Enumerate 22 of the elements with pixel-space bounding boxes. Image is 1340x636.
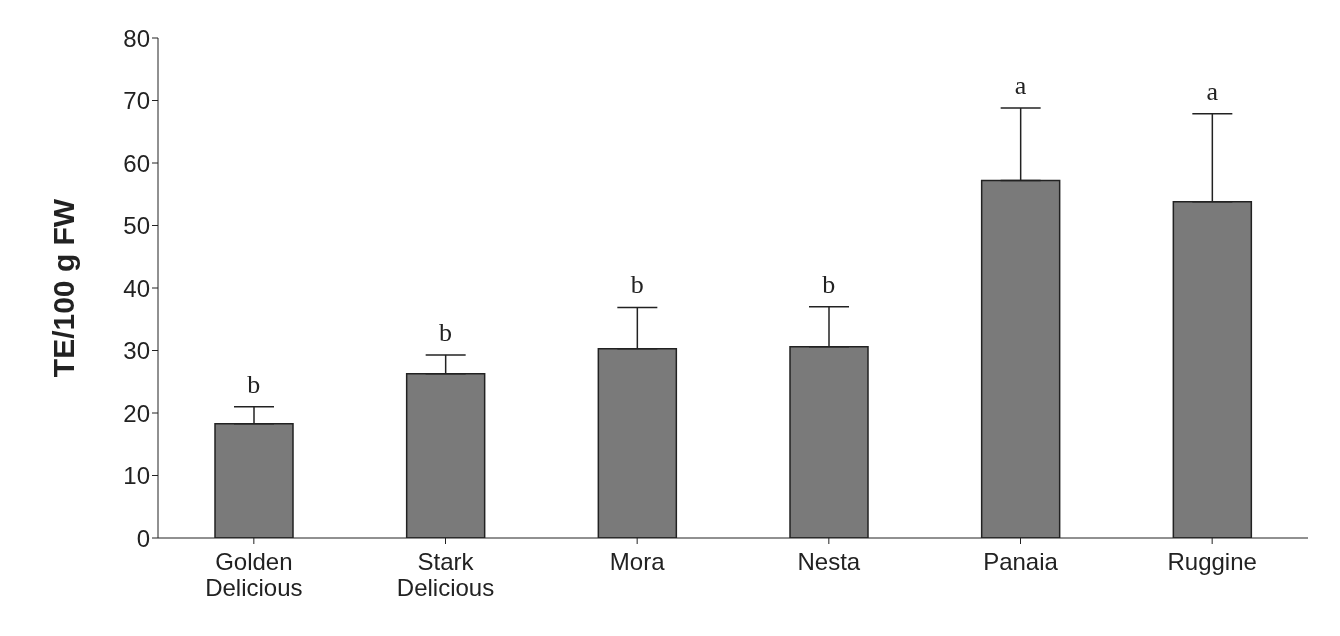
y-axis-title: TE/100 g FW [46,198,80,378]
x-tick-label: Mora [609,548,666,575]
y-tick-label: 20 [123,399,150,427]
y-tick-label: 40 [123,274,150,302]
y-tick-label: 10 [123,462,150,490]
annotation: a [1206,76,1219,106]
x-tick-label: Panaia [983,548,1059,575]
annotation: b [247,369,261,399]
y-tick-label: 50 [123,212,150,240]
y-tick-label: 80 [123,24,150,52]
x-tick-label: Stark Delicious [396,548,495,601]
x-tick-label: Nesta [797,548,861,575]
annotation: a [1014,71,1027,100]
y-tick-label: 60 [123,149,150,177]
x-tick-label: Golden Delicious [205,548,303,601]
y-tick-label: 70 [123,87,150,115]
y-tick-label: 0 [136,524,150,552]
annotation: b [630,270,644,300]
annotation: b [439,317,452,347]
y-tick-label: 30 [123,337,150,365]
x-tick-label: Ruggine [1167,548,1257,575]
annotation: b [822,269,836,299]
